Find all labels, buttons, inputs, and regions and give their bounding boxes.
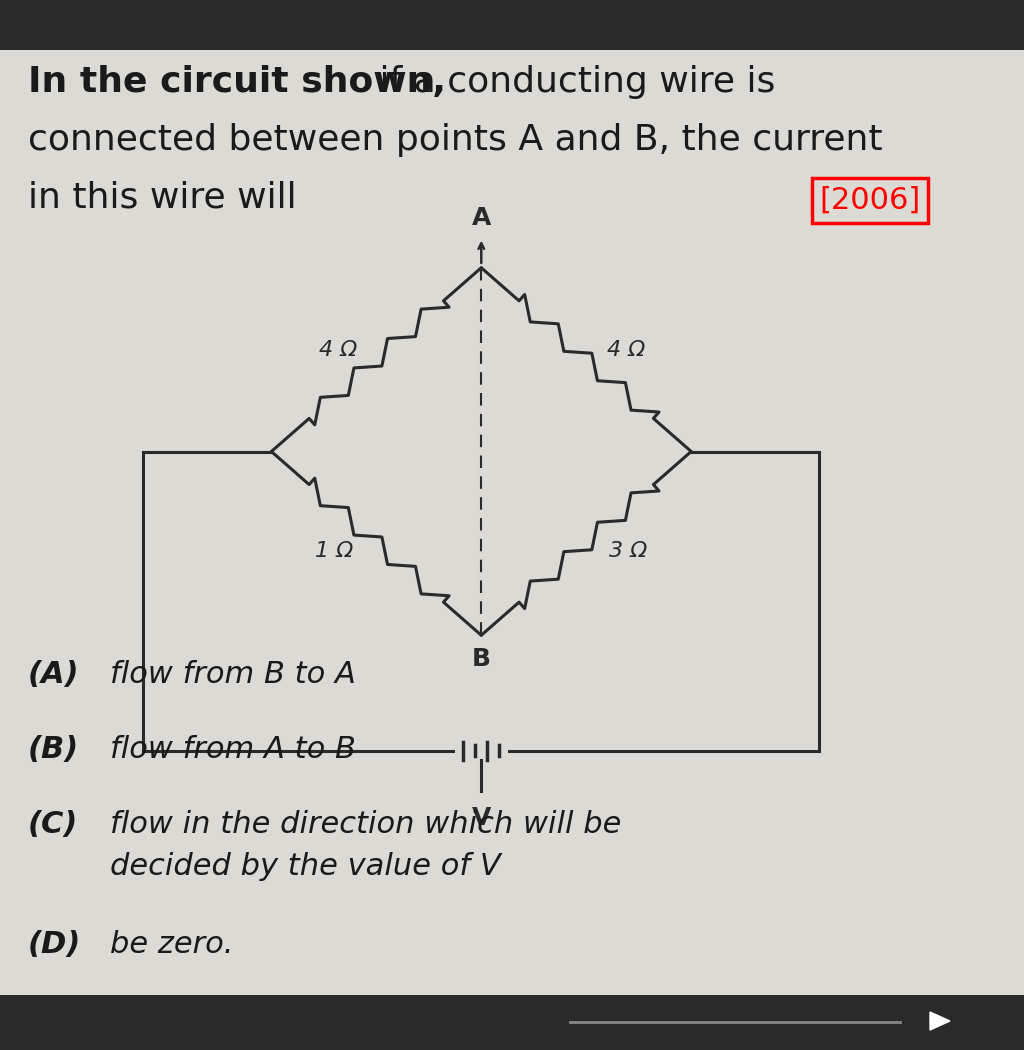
Text: decided by the value of V: decided by the value of V [110,852,501,881]
Text: flow from A to B: flow from A to B [110,735,356,764]
Bar [0,995,1024,1050]
Text: in this wire will: in this wire will [28,181,297,215]
Polygon shape [930,1012,950,1030]
Text: be zero.: be zero. [110,930,233,959]
Text: 1 Ω: 1 Ω [315,542,353,562]
Text: (B): (B) [28,735,79,764]
Text: V: V [472,805,490,830]
Text: In the circuit shown,: In the circuit shown, [28,65,446,99]
Text: if a conducting wire is: if a conducting wire is [368,65,775,99]
Bar [0,0,1024,50]
Text: (C): (C) [28,810,79,839]
Text: [2006]: [2006] [819,186,921,215]
Text: A: A [472,206,490,230]
Text: 4 Ω: 4 Ω [319,339,357,359]
Text: flow from B to A: flow from B to A [110,660,356,689]
Text: (A): (A) [28,660,80,689]
Text: flow in the direction which will be: flow in the direction which will be [110,810,622,839]
Text: 3 Ω: 3 Ω [609,542,647,562]
Text: (D): (D) [28,930,81,959]
Text: connected between points A and B, the current: connected between points A and B, the cu… [28,123,883,158]
Text: B: B [472,647,490,671]
Text: 4 Ω: 4 Ω [607,339,645,359]
